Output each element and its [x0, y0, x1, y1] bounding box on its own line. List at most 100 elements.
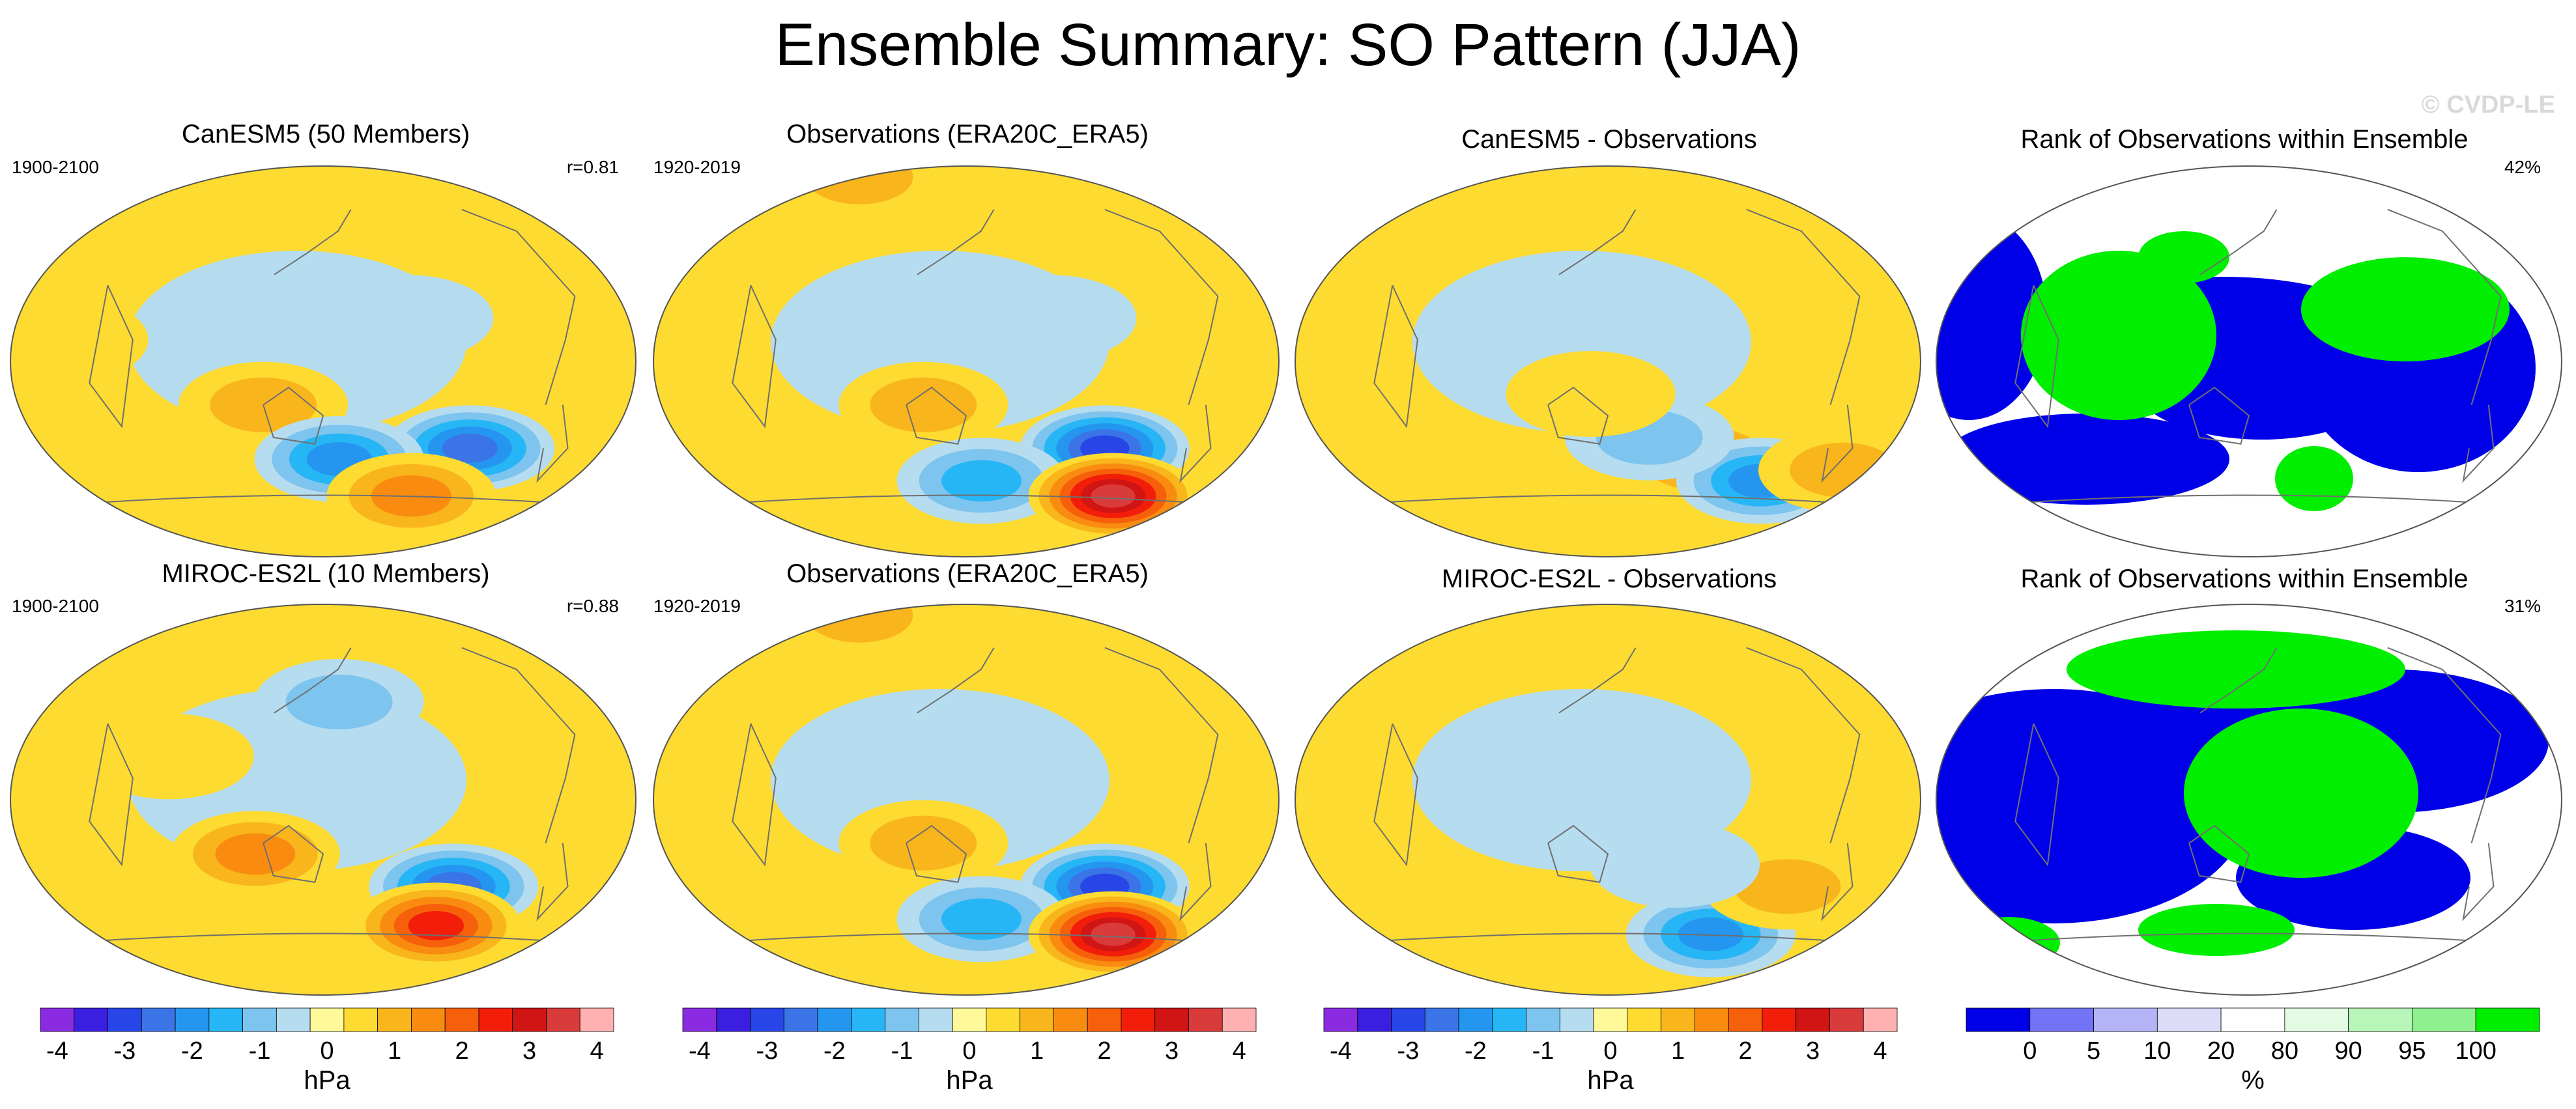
colorbar-swatch — [918, 1007, 953, 1032]
map-outline — [1295, 604, 1921, 996]
colorbar-swatch — [1526, 1007, 1560, 1032]
colorbar-tick-label: 3 — [1806, 1037, 1820, 1065]
anomaly-contour-5-1 — [967, 275, 1137, 361]
coastline-antarctica — [1951, 494, 2547, 509]
colorbar-swatch — [1695, 1007, 1729, 1032]
coastline-0 — [2387, 208, 2502, 405]
coastline-3 — [536, 404, 569, 483]
colorbar-swatch — [2284, 1007, 2349, 1032]
panel-title-r2c2: Observations (ERA20C_ERA5) — [786, 559, 1149, 588]
map-outline — [653, 165, 1280, 557]
coastline-3 — [1821, 404, 1853, 483]
rank-high-region-1 — [2301, 257, 2510, 361]
colorbar-swatch — [1087, 1007, 1122, 1032]
anomaly-contour-4-2 — [806, 166, 913, 204]
colorbar-swatch — [276, 1007, 311, 1032]
coastline-1 — [274, 647, 352, 714]
colorbar-tick-label: 0 — [1603, 1037, 1618, 1065]
coastline-2 — [2188, 386, 2250, 445]
coastline-3 — [1179, 843, 1212, 921]
coastline-4 — [2014, 285, 2059, 428]
coastline-4 — [2014, 723, 2059, 867]
page-title: Ensemble Summary: SO Pattern (JJA) — [775, 12, 1801, 78]
anomaly-contour-4-1 — [1506, 351, 1676, 437]
anomaly-contour-4-1 — [775, 166, 945, 220]
anomaly-contour-2-3 — [941, 460, 1022, 502]
coastline-0 — [2387, 647, 2502, 843]
colorbar-tick-label: 5 — [2086, 1037, 2101, 1065]
coastline-1 — [1558, 647, 1637, 714]
map-panel-r1c2 — [653, 166, 1279, 557]
colorbar-swatch — [2348, 1007, 2412, 1032]
colorbar-tick-label: 10 — [2143, 1037, 2171, 1065]
colorbar-tick-label: -1 — [248, 1037, 271, 1065]
coastline-3 — [1821, 843, 1853, 921]
colorbar-swatch — [2412, 1007, 2476, 1032]
coastline-0 — [1746, 208, 1861, 405]
colorbar-swatch — [141, 1007, 176, 1032]
colorbar-tick-label: 90 — [2334, 1037, 2362, 1065]
colorbar-swatch — [1053, 1007, 1088, 1032]
coastline-1 — [1558, 209, 1637, 275]
colorbar-tick-label: 95 — [2398, 1037, 2426, 1065]
anomaly-contour-1-2 — [1734, 859, 1841, 914]
coastline-antarctica — [1310, 494, 1906, 509]
rank-high-region-2 — [2138, 904, 2295, 956]
colorbar-3 — [1323, 1007, 1898, 1032]
colorbar-swatch — [1559, 1007, 1594, 1032]
colorbar-tick-label: 4 — [1873, 1037, 1887, 1065]
colorbar-unit: hPa — [1587, 1066, 1634, 1095]
colorbar-swatch — [2093, 1007, 2158, 1032]
coastline-1 — [274, 209, 352, 275]
anomaly-contour-4-1 — [10, 296, 149, 383]
coastline-4 — [1373, 723, 1418, 867]
colorbar-swatch — [2475, 1007, 2540, 1032]
panel-title-r2c3: MIROC-ES2L - Observations — [1441, 565, 1777, 593]
map-panel-r2c4 — [1936, 604, 2562, 995]
colorbar-tick-label: 4 — [590, 1037, 604, 1065]
anomaly-contour-3-2 — [285, 675, 393, 729]
coastline-2 — [1547, 824, 1609, 883]
colorbar-swatch — [1121, 1007, 1156, 1032]
coastline-1 — [2199, 647, 2278, 714]
colorbar-swatch — [175, 1007, 210, 1032]
anomaly-contour-0-4 — [1678, 917, 1743, 951]
map-panel-r2c2 — [653, 604, 1279, 995]
colorbar-tick-label: -4 — [688, 1037, 711, 1065]
anomaly-contour-4-2 — [806, 604, 913, 643]
coastline-3 — [1179, 404, 1212, 483]
colorbar-tick-label: -3 — [756, 1037, 779, 1065]
colorbar-swatch — [74, 1007, 108, 1032]
colorbar-tick-label: -3 — [1397, 1037, 1420, 1065]
colorbar-1 — [40, 1007, 614, 1032]
colorbar-swatch — [682, 1007, 717, 1032]
colorbar-swatch — [309, 1007, 345, 1032]
colorbar-tick-label: 100 — [2455, 1037, 2497, 1065]
map-outline — [10, 604, 637, 996]
coastline-antarctica — [1951, 933, 2547, 947]
colorbar-swatch — [1188, 1007, 1223, 1032]
colorbar-tick-label: -4 — [46, 1037, 68, 1065]
map-outline — [1936, 165, 2562, 557]
colorbar-swatch — [546, 1007, 580, 1032]
colorbar-swatch — [952, 1007, 987, 1032]
rank-high-region-0 — [2021, 251, 2216, 420]
rank-high-region-1 — [2067, 630, 2405, 709]
colorbar-swatch — [1458, 1007, 1493, 1032]
colorbar-tick-label: -2 — [823, 1037, 846, 1065]
coastline-2 — [1547, 386, 1609, 445]
anomaly-contour-1-2 — [870, 377, 977, 432]
map-panel-r2c1 — [10, 604, 636, 995]
coastline-0 — [461, 647, 576, 843]
coastline-1 — [917, 209, 995, 275]
panel-period-r2c2: 1920-2019 — [653, 596, 741, 616]
colorbar-swatch — [1829, 1007, 1864, 1032]
colorbar-swatch — [242, 1007, 277, 1032]
coastline-4 — [732, 285, 777, 428]
panel-correlation-r2c1: r=0.88 — [566, 596, 619, 616]
coastline-2 — [906, 386, 967, 445]
colorbar-swatch — [444, 1007, 479, 1032]
anomaly-contour-2-3 — [941, 898, 1022, 940]
anomaly-contour-5-1 — [324, 275, 494, 361]
